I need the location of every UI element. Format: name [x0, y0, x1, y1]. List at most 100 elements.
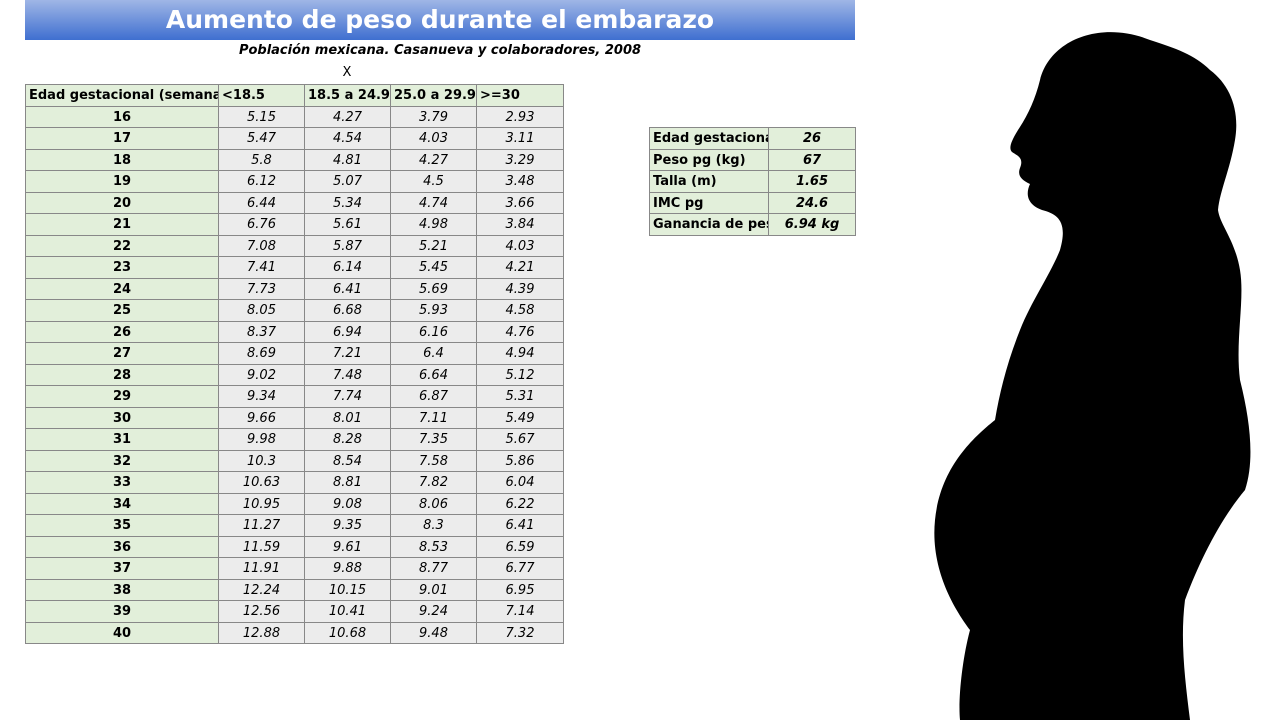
cell: 5.07: [304, 170, 391, 193]
cell: 9.88: [304, 557, 391, 580]
cell: 6.64: [390, 363, 477, 386]
silhouette: [934, 32, 1251, 720]
cell: 6.68: [304, 299, 391, 322]
cell: 12.88: [218, 621, 305, 644]
cell: >=30: [476, 84, 564, 107]
cell: 5.12: [476, 363, 564, 386]
cell: 7.74: [304, 385, 391, 408]
cell: 8.54: [304, 449, 391, 472]
cell: 6.14: [304, 256, 391, 279]
cell: 3.48: [476, 170, 564, 193]
cell: 5.21: [390, 234, 477, 257]
cell: 10.95: [218, 492, 305, 515]
cell: 27: [25, 342, 219, 365]
cell: 7.35: [390, 428, 477, 451]
cell: Peso pg (kg): [649, 148, 769, 172]
cell: 8.3: [390, 514, 477, 537]
cell: 8.81: [304, 471, 391, 494]
cell: 4.27: [304, 105, 391, 128]
cell: 4.81: [304, 148, 391, 171]
cell: 39: [25, 600, 219, 623]
cell: 23: [25, 256, 219, 279]
cell: 2.93: [476, 105, 564, 128]
cell: 4.58: [476, 299, 564, 322]
cell: 9.66: [218, 406, 305, 429]
marker: X: [342, 65, 352, 80]
cell: 4.74: [390, 191, 477, 214]
cell: 8.28: [304, 428, 391, 451]
cell: 25.0 a 29.9: [390, 84, 477, 107]
cell: 20: [25, 191, 219, 214]
cell: 7.48: [304, 363, 391, 386]
cell: 7.11: [390, 406, 477, 429]
cell: 16: [25, 105, 219, 128]
cell: 4.94: [476, 342, 564, 365]
cell: 31: [25, 428, 219, 451]
cell: 5.86: [476, 449, 564, 472]
cell: 7.41: [218, 256, 305, 279]
cell: 6.16: [390, 320, 477, 343]
cell: Edad gestacional: [649, 127, 769, 150]
cell: 10.41: [304, 600, 391, 623]
cell: 3.11: [476, 127, 564, 150]
cell: 40: [25, 621, 219, 644]
cell: 17: [25, 127, 219, 150]
cell: 6.59: [476, 535, 564, 558]
cell: 7.14: [476, 600, 564, 623]
cell: 26: [768, 127, 856, 150]
cell: 33: [25, 471, 219, 494]
cell: 3.79: [390, 105, 477, 128]
cell: 11.27: [218, 514, 305, 537]
cell: 10.68: [304, 621, 391, 644]
cell: 5.45: [390, 256, 477, 279]
cell: 6.94 kg: [768, 213, 856, 236]
cell: 4.5: [390, 170, 477, 193]
cell: 6.4: [390, 342, 477, 365]
cell: 67: [768, 148, 856, 172]
cell: 21: [25, 213, 219, 236]
cell: 5.47: [218, 127, 305, 150]
cell: 7.82: [390, 471, 477, 494]
cell: 4.39: [476, 277, 564, 300]
cell: Edad gestacional (semanas): [25, 84, 219, 107]
cell: 6.22: [476, 492, 564, 515]
cell: 6.41: [476, 514, 564, 537]
cell: 5.8: [218, 148, 305, 171]
cell: 3.66: [476, 191, 564, 214]
cell: 6.12: [218, 170, 305, 193]
cell: Talla (m): [649, 170, 769, 193]
cell: 5.67: [476, 428, 564, 451]
cell: 6.95: [476, 578, 564, 601]
cell: 5.15: [218, 105, 305, 128]
subtitle: Población mexicana. Casanueva y colabora…: [238, 43, 642, 58]
cell: 5.61: [304, 213, 391, 236]
cell: 7.08: [218, 234, 305, 257]
cell: 7.58: [390, 449, 477, 472]
cell: 6.76: [218, 213, 305, 236]
cell: 6.87: [390, 385, 477, 408]
cell: 5.87: [304, 234, 391, 257]
cell: 4.27: [390, 148, 477, 171]
cell: 25: [25, 299, 219, 322]
cell: 9.48: [390, 621, 477, 644]
cell: 10.15: [304, 578, 391, 601]
cell: 8.05: [218, 299, 305, 322]
cell: 9.08: [304, 492, 391, 515]
cell: 4.21: [476, 256, 564, 279]
cell: 12.24: [218, 578, 305, 601]
cell: 7.32: [476, 621, 564, 644]
cell: 12.56: [218, 600, 305, 623]
cell: 34: [25, 492, 219, 515]
cell: 8.77: [390, 557, 477, 580]
cell: 7.21: [304, 342, 391, 365]
cell: 8.53: [390, 535, 477, 558]
cell: 38: [25, 578, 219, 601]
cell: 1.65: [768, 170, 856, 193]
cell: 5.49: [476, 406, 564, 429]
cell: 29: [25, 385, 219, 408]
cell: 5.31: [476, 385, 564, 408]
cell: 9.02: [218, 363, 305, 386]
cell: 6.04: [476, 471, 564, 494]
cell: Ganancia de peso: [649, 213, 769, 236]
